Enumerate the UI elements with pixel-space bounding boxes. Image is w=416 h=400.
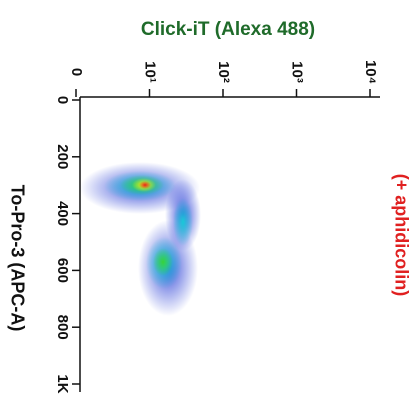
- y-tick-label: 400: [54, 201, 71, 226]
- x-tick-label: 10²: [215, 61, 232, 83]
- x-tick-label: 10³: [289, 61, 306, 83]
- x-tick-label: 10¹: [142, 61, 159, 83]
- y-tick-label: 600: [54, 258, 71, 283]
- x-tick-label: 10⁴: [362, 60, 379, 84]
- x-tick-label: 0: [68, 68, 85, 76]
- y-axis-label: To-Pro-3 (APC-A): [7, 185, 27, 332]
- chart-title: Click-iT (Alexa 488): [141, 19, 315, 40]
- y-tick-label: 0: [54, 96, 71, 104]
- y-tick-label: 800: [54, 315, 71, 340]
- annotation: (+ aphidicolin): [391, 174, 411, 297]
- y-tick-label: 200: [54, 144, 71, 169]
- y-tick-label: 1K: [54, 374, 71, 393]
- density-cloud: [80, 162, 201, 316]
